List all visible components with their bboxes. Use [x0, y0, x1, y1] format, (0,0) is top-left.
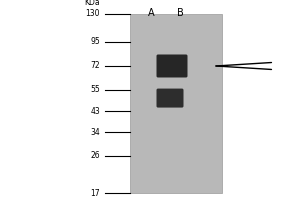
Text: B: B [177, 8, 183, 18]
Text: 55: 55 [90, 85, 100, 94]
Text: 130: 130 [85, 9, 100, 19]
FancyBboxPatch shape [157, 89, 184, 108]
Text: 43: 43 [90, 107, 100, 116]
Bar [130, 14, 222, 193]
Text: 26: 26 [90, 151, 100, 160]
Text: KDa: KDa [84, 0, 100, 7]
Text: A: A [148, 8, 154, 18]
FancyBboxPatch shape [157, 54, 188, 77]
Text: 34: 34 [90, 128, 100, 137]
Text: 95: 95 [90, 37, 100, 46]
Text: 17: 17 [90, 188, 100, 198]
Text: 72: 72 [90, 61, 100, 70]
